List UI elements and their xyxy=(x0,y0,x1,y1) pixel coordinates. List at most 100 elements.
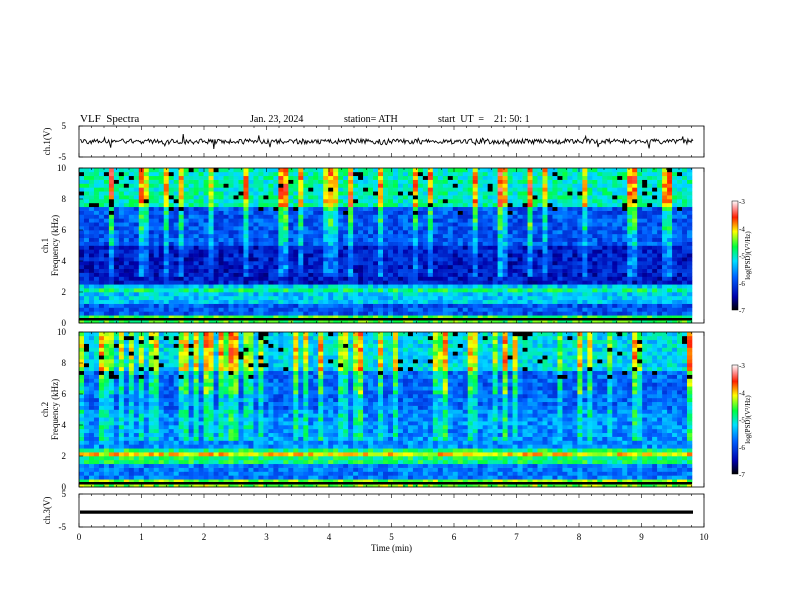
spectrogram-cell xyxy=(123,202,130,208)
spectrogram-cell xyxy=(363,202,369,208)
spectrogram-cell xyxy=(188,264,194,270)
spectrogram-cell xyxy=(123,295,130,301)
spectrogram-cell xyxy=(123,233,130,239)
spectrogram-cell xyxy=(642,292,648,297)
spectrogram-cell xyxy=(178,299,184,304)
spectrogram-cell xyxy=(577,257,583,262)
spectrogram-cell xyxy=(278,307,284,312)
spectrogram-cell xyxy=(188,241,194,246)
spectrogram-cell xyxy=(268,295,274,301)
spectrogram-cell xyxy=(627,222,633,227)
spectrogram-cell xyxy=(607,257,613,262)
spectrogram-cell xyxy=(522,168,528,173)
spectrogram-cell xyxy=(228,241,234,246)
spectrogram-cell xyxy=(457,233,464,239)
spectrogram-cell xyxy=(303,202,309,208)
spectrogram-cell xyxy=(527,210,533,215)
spectrogram-cell xyxy=(667,292,673,297)
spectrogram-cell xyxy=(627,202,633,208)
spectrogram-cell xyxy=(103,307,110,312)
spectrogram-cell xyxy=(368,319,374,324)
spectrogram-cell xyxy=(502,171,508,177)
spectrogram-cell xyxy=(358,199,364,204)
spectrogram-cell xyxy=(592,222,598,227)
spectrogram-cell xyxy=(133,241,140,246)
spectrogram-cell xyxy=(612,315,618,320)
spectrogram-cell xyxy=(228,299,234,304)
spectrogram-cell xyxy=(637,249,643,254)
spectrogram-cell xyxy=(467,295,474,301)
spectrogram-cell xyxy=(173,175,179,180)
spectrogram-cell xyxy=(128,307,135,312)
spectrogram-cell xyxy=(562,222,568,227)
spectrogram-cell xyxy=(602,303,608,308)
spectrogram-cell xyxy=(592,187,598,192)
spectrogram-cell xyxy=(387,292,394,297)
spectrogram-cell xyxy=(397,214,404,219)
spectrogram-cell xyxy=(457,222,464,227)
spectrogram-cell xyxy=(642,288,648,293)
spectrogram-cell xyxy=(298,202,304,208)
spectrogram-cell xyxy=(552,257,558,262)
spectrogram-cell xyxy=(687,210,693,215)
spectrogram-cell xyxy=(547,218,553,223)
spectrogram-cell xyxy=(133,218,140,223)
spectrogram-cell xyxy=(118,261,125,266)
spectrogram-cell xyxy=(308,315,314,320)
spectrogram-cell xyxy=(188,315,194,320)
spectrogram-cell xyxy=(462,206,469,211)
spectrogram-cell xyxy=(288,210,294,215)
spectrogram-cell xyxy=(383,299,389,304)
spectrogram-cell xyxy=(308,187,314,192)
spectrogram-cell xyxy=(637,230,643,235)
spectrogram-cell xyxy=(368,183,374,188)
spectrogram-cell xyxy=(378,276,384,281)
spectrogram-cell xyxy=(253,319,259,324)
spectrogram-cell xyxy=(427,210,434,215)
spectrogram-cell xyxy=(293,315,299,320)
spectrogram-cell xyxy=(547,183,553,188)
spectrogram-cell xyxy=(582,272,588,277)
spectrogram-cell xyxy=(313,202,319,208)
spectrogram-cell xyxy=(153,171,160,177)
spectrogram-cell xyxy=(437,264,444,270)
spectrogram-cell xyxy=(318,299,324,304)
spectrogram-cell xyxy=(507,268,513,273)
spectrogram-cell xyxy=(652,214,658,219)
spectrogram-cell xyxy=(482,233,488,239)
spectrogram-cell xyxy=(672,168,678,173)
spectrogram-cell xyxy=(497,249,503,254)
spectrogram-cell xyxy=(522,171,528,177)
spectrogram-cell xyxy=(193,253,199,258)
spectrogram-cell xyxy=(482,210,488,215)
spectrogram-cell xyxy=(83,191,90,196)
spectrogram-cell xyxy=(582,292,588,297)
spectrogram-cell xyxy=(457,206,464,211)
spectrogram-cell xyxy=(407,222,414,227)
spectrogram-cell xyxy=(123,483,130,488)
spectrogram-cell xyxy=(562,237,568,242)
spectrogram-cell xyxy=(547,307,553,312)
spectrogram-cell xyxy=(173,319,179,324)
spectrogram-cell xyxy=(188,202,194,208)
spectrogram-cell xyxy=(333,284,339,289)
spectrogram-cell xyxy=(243,183,249,188)
spectrogram-cell xyxy=(198,319,204,324)
spectrogram-cell xyxy=(273,307,279,312)
spectrogram-cell xyxy=(193,245,199,250)
spectrogram-cell xyxy=(333,261,339,266)
spectrogram-cell xyxy=(168,202,174,208)
spectrogram-cell xyxy=(557,272,563,277)
spectrogram-cell xyxy=(462,264,469,270)
spectrogram-cell xyxy=(677,168,683,173)
spectrogram-cell xyxy=(288,191,294,196)
spectrogram-cell xyxy=(447,268,454,273)
spectrogram-cell xyxy=(79,319,85,324)
spectrogram-cell xyxy=(402,187,409,192)
spectrogram-cell xyxy=(228,206,234,211)
spectrogram-cell xyxy=(462,311,469,316)
spectrogram-cell xyxy=(447,276,454,281)
spectrogram-cell xyxy=(687,299,693,304)
spectrogram-cell xyxy=(467,292,474,297)
spectrogram-cell xyxy=(637,195,643,200)
